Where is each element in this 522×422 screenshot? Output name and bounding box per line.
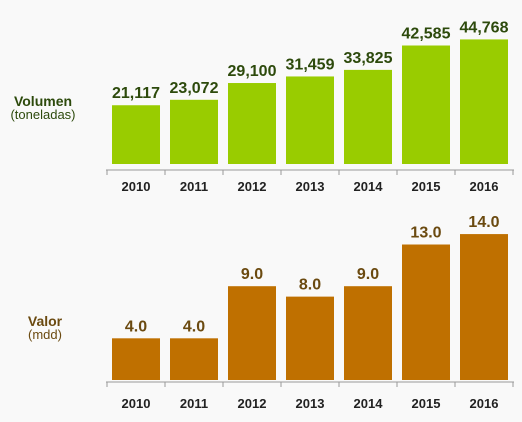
bar-value-label: 29,100 xyxy=(228,63,277,80)
bar-value-label: 14.0 xyxy=(468,214,499,231)
bar-2016 xyxy=(460,234,508,380)
x-tick-label: 2012 xyxy=(238,179,267,194)
x-tick-label: 2011 xyxy=(180,179,208,194)
bar-2015 xyxy=(402,244,450,380)
bar-2014 xyxy=(344,286,392,380)
bar-2011 xyxy=(170,338,218,380)
bar-value-label: 33,825 xyxy=(344,50,393,67)
x-tick-label: 2014 xyxy=(354,179,384,194)
bar-2016 xyxy=(460,39,508,164)
x-tick-label: 2010 xyxy=(122,396,151,411)
bar-value-label: 44,768 xyxy=(460,19,509,36)
x-tick-label: 2015 xyxy=(412,396,441,411)
bar-2015 xyxy=(402,45,450,164)
bar-value-label: 31,459 xyxy=(286,56,335,73)
bar-value-label: 42,585 xyxy=(402,26,451,43)
bar-value-label: 4.0 xyxy=(183,318,205,335)
x-tick-label: 2012 xyxy=(238,396,267,411)
bar-2011 xyxy=(170,99,218,164)
y-axis-subtitle: (toneladas) xyxy=(10,107,75,122)
x-tick-label: 2013 xyxy=(296,179,325,194)
bar-value-label: 23,072 xyxy=(170,80,219,97)
bar-2014 xyxy=(344,69,392,164)
x-tick-label: 2015 xyxy=(412,179,441,194)
bar-2012 xyxy=(228,286,276,380)
x-tick-label: 2013 xyxy=(296,396,325,411)
x-tick-label: 2010 xyxy=(122,179,151,194)
bar-value-label: 8.0 xyxy=(299,277,321,294)
x-tick-label: 2016 xyxy=(470,396,499,411)
value-chart: 4.0 2010 4.0 2011 9.0 2012 8.0 2013 9.0 2014 13.0 2… xyxy=(28,214,514,411)
bar-value-label: 9.0 xyxy=(357,266,379,283)
bar-2013 xyxy=(286,296,334,380)
bar-value-label: 13.0 xyxy=(410,225,441,242)
bar-2012 xyxy=(228,83,276,164)
bar-2010 xyxy=(112,338,160,380)
y-axis-title: Valor xyxy=(28,313,63,329)
y-axis-title: Volumen xyxy=(14,93,72,109)
volume-chart: 21,117 2010 23,072 2011 29,100 2012 31,459 2013… xyxy=(10,19,514,194)
bar-2010 xyxy=(112,105,160,164)
x-tick-label: 2016 xyxy=(470,179,499,194)
x-tick-label: 2011 xyxy=(180,396,208,411)
bar-value-label: 21,117 xyxy=(112,85,160,102)
x-tick-label: 2014 xyxy=(354,396,384,411)
y-axis-subtitle: (mdd) xyxy=(28,327,62,342)
bar-2013 xyxy=(286,76,334,164)
bar-value-label: 9.0 xyxy=(241,266,263,283)
bar-value-label: 4.0 xyxy=(125,318,147,335)
